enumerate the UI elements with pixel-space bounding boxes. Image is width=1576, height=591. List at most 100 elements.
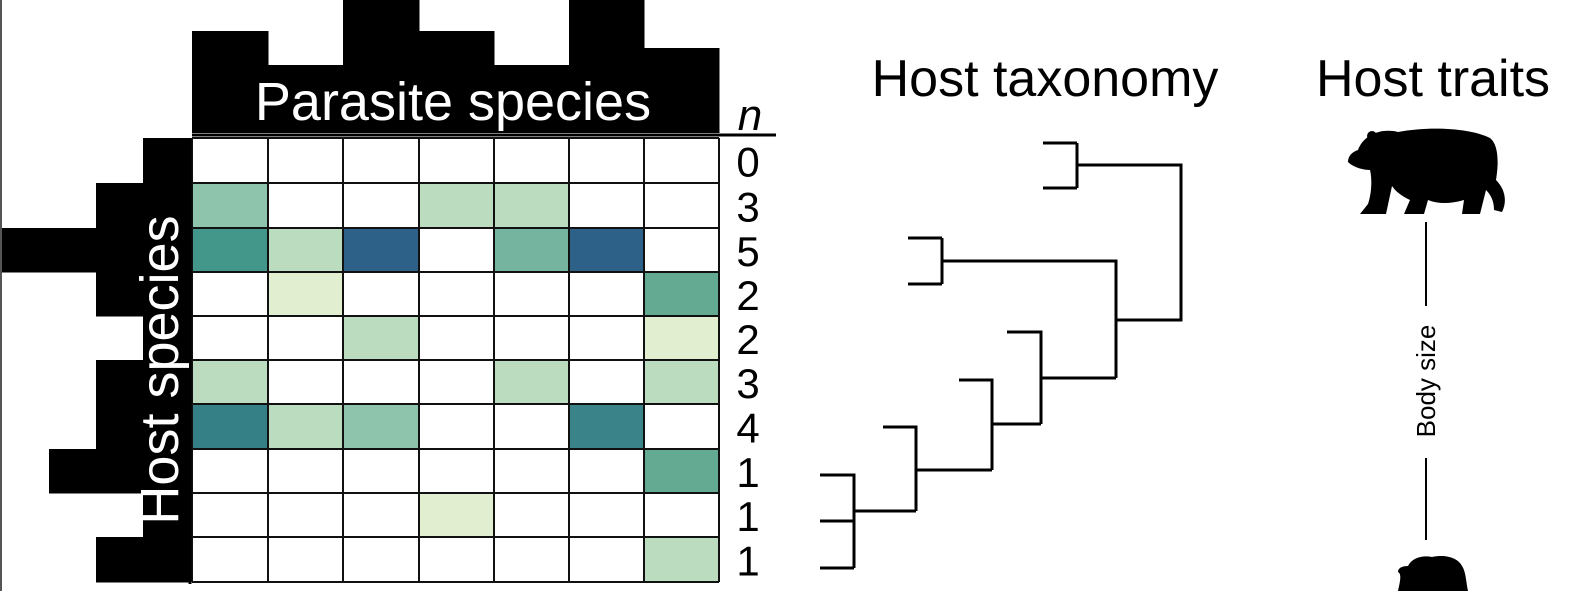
row-count: 2 — [736, 316, 759, 363]
heatmap-cell — [569, 493, 644, 537]
parasite-species-label: Parasite species — [255, 72, 651, 132]
heatmap-cell — [192, 272, 268, 316]
heatmap-cell — [644, 228, 719, 272]
heatmap-cell — [192, 404, 268, 449]
heatmap-cell — [268, 404, 343, 449]
heatmap-cell — [419, 138, 494, 183]
heatmap-cell — [494, 537, 569, 582]
heatmap-cell — [268, 228, 343, 272]
column-bar — [569, 0, 645, 133]
row-count: 1 — [736, 493, 759, 540]
column-bar — [268, 65, 344, 133]
host-traits-label: Host traits — [1316, 50, 1550, 108]
heatmap-cell — [343, 316, 419, 360]
column-bar — [343, 0, 420, 133]
heatmap-cell — [192, 360, 268, 404]
heatmap-cell — [494, 228, 569, 272]
heatmap-cell — [343, 272, 419, 316]
column-bar — [419, 31, 495, 133]
row-count: 1 — [736, 538, 759, 585]
row-marginal-bars — [2, 138, 190, 583]
column-bar — [192, 31, 269, 133]
heatmap-cell — [268, 360, 343, 404]
row-bar — [2, 228, 190, 273]
row-bar — [96, 404, 190, 450]
heatmap-cell — [343, 404, 419, 449]
heatmap-cell — [419, 316, 494, 360]
row-bar — [143, 316, 190, 361]
heatmap-cell — [192, 228, 268, 272]
heatmap-cell — [343, 449, 419, 493]
heatmap-cell — [192, 138, 268, 183]
heatmap-cell — [343, 360, 419, 404]
heatmap-cell — [343, 537, 419, 582]
heatmap-cell — [494, 272, 569, 316]
taxonomy-tree — [820, 141, 1183, 570]
heatmap-cell — [494, 360, 569, 404]
row-count: 3 — [736, 360, 759, 407]
heatmap-cell — [419, 449, 494, 493]
heatmap-cell — [192, 493, 268, 537]
heatmap-cell — [644, 404, 719, 449]
tree-node-e — [883, 425, 992, 511]
row-count: 4 — [736, 405, 759, 452]
tree-node-b — [942, 259, 1118, 378]
large-bear-icon — [1348, 128, 1505, 214]
heatmap-cell — [343, 493, 419, 537]
heatmap-cell — [569, 404, 644, 449]
heatmap-cell — [419, 360, 494, 404]
heatmap-cell — [644, 360, 719, 404]
heatmap-cell — [644, 272, 719, 316]
heatmap-cell — [494, 183, 569, 228]
heatmap-cell — [419, 228, 494, 272]
heatmap-cell — [343, 183, 419, 228]
row-count: 5 — [736, 228, 759, 275]
heatmap-cell — [268, 316, 343, 360]
tree-node-d — [959, 378, 1041, 470]
heatmap-cell — [494, 316, 569, 360]
tree-clade-b — [908, 236, 944, 286]
heatmap-cell — [644, 537, 719, 582]
column-marginal-bars — [192, 0, 720, 133]
heatmap-cell — [419, 272, 494, 316]
row-count: 2 — [736, 272, 759, 319]
heatmap-cell — [268, 449, 343, 493]
row-count: 3 — [736, 184, 759, 231]
heatmap-cell — [419, 537, 494, 582]
small-bear-icon — [1398, 556, 1468, 591]
heatmap-cell — [644, 183, 719, 228]
tree-node-c — [1007, 330, 1116, 424]
heatmap-cell — [343, 138, 419, 183]
heatmap-cell — [644, 449, 719, 493]
heatmap-cell — [494, 404, 569, 449]
heatmap-cell — [569, 272, 644, 316]
heatmap-cell — [644, 316, 719, 360]
heatmap-cell — [569, 537, 644, 582]
heatmap-cell — [268, 537, 343, 582]
heatmap-cell — [569, 183, 644, 228]
heatmap-cells — [192, 138, 719, 582]
body-size-label: Body size — [1411, 325, 1441, 438]
tree-root — [1077, 163, 1183, 322]
row-bar — [96, 360, 190, 405]
row-count: 1 — [736, 449, 759, 496]
n-label: n — [738, 91, 762, 140]
heatmap-cell — [343, 228, 419, 272]
heatmap-cell — [644, 138, 719, 183]
heatmap-cell — [419, 493, 494, 537]
column-bar — [644, 48, 720, 133]
row-bar — [96, 272, 190, 317]
heatmap-cell — [494, 449, 569, 493]
heatmap-cell — [268, 138, 343, 183]
heatmap-cell — [192, 537, 268, 582]
heatmap-cell — [494, 138, 569, 183]
column-bar — [494, 65, 570, 133]
heatmap-cell — [569, 449, 644, 493]
heatmap-cell — [419, 404, 494, 449]
heatmap-cell — [192, 449, 268, 493]
row-bar — [96, 183, 190, 229]
host-species-label: Host species — [130, 215, 190, 524]
heatmap-cell — [268, 183, 343, 228]
